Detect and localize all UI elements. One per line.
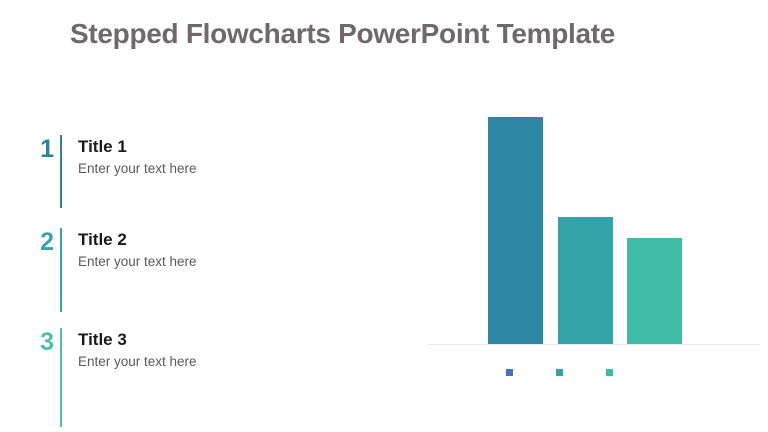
chart-bar: [557, 217, 613, 344]
chart-axis-line: [428, 344, 760, 345]
step-title: Title 3: [78, 330, 127, 349]
step-item-3: 3 Title 3 Enter your text here: [28, 328, 197, 427]
legend-marker: [556, 369, 563, 376]
legend-marker: [606, 369, 613, 376]
slide-title: Stepped Flowcharts PowerPoint Template: [70, 18, 616, 49]
step-divider-line: [60, 328, 62, 427]
chart-bar: [627, 238, 682, 344]
step-divider-line: [60, 135, 62, 208]
step-title: Title 2: [78, 230, 127, 249]
step-title: Title 1: [78, 137, 127, 156]
step-item-1: 1 Title 1 Enter your text here: [28, 135, 197, 208]
chart-bar: [488, 117, 543, 344]
bar-chart: [428, 108, 760, 398]
step-number: 2: [40, 228, 54, 256]
step-body-placeholder: Enter your text here: [78, 354, 197, 370]
step-body-placeholder: Enter your text here: [78, 161, 197, 177]
step-number: 1: [40, 135, 54, 163]
step-item-2: 2 Title 2 Enter your text here: [28, 228, 197, 312]
legend-marker: [506, 369, 513, 376]
step-number: 3: [40, 328, 54, 356]
step-divider-line: [60, 228, 62, 312]
step-body-placeholder: Enter your text here: [78, 254, 197, 270]
